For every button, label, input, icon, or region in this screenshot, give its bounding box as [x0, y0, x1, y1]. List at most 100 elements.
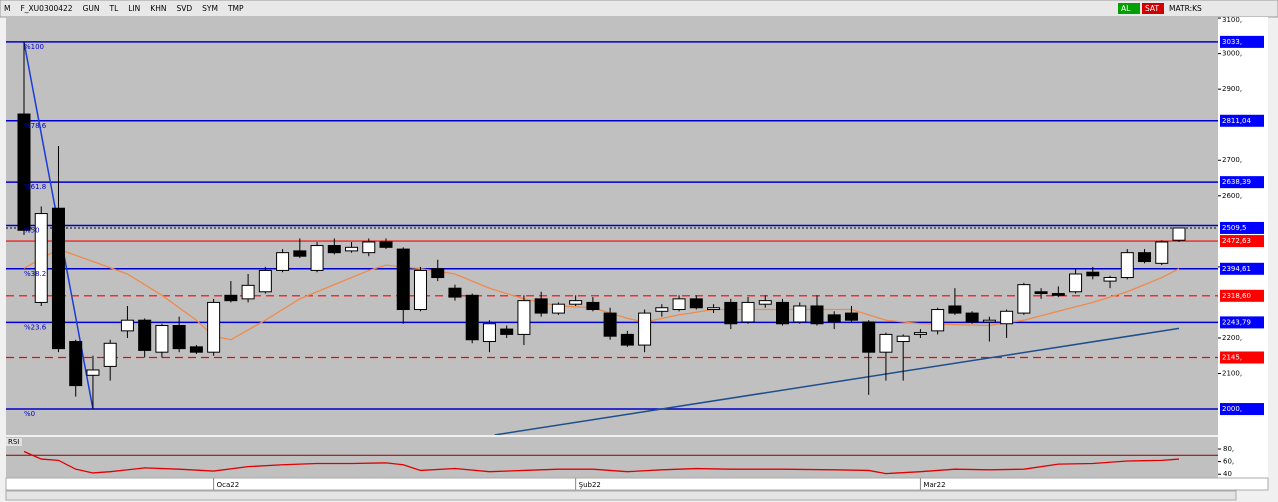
candle-body: [500, 328, 514, 335]
candle-body: [327, 245, 341, 254]
candle-body: [172, 325, 186, 350]
fib-label: %38.2: [24, 270, 46, 278]
date-bar: [5, 477, 1269, 491]
toolbar-button[interactable]: [1166, 3, 1222, 14]
candle-body: [413, 269, 427, 311]
toolbar-item[interactable]: KHN: [150, 4, 166, 13]
price-axis: [1218, 17, 1268, 478]
x-tick-label: Oca22: [217, 481, 240, 489]
candle-body: [138, 319, 152, 351]
fib-label: %100: [24, 43, 44, 51]
price-plot: [6, 41, 1218, 435]
candle-body: [517, 300, 531, 335]
fib-tag: [1220, 35, 1264, 48]
fib-tag-label: 2638,39: [1222, 178, 1251, 186]
candle-body: [603, 312, 617, 337]
candle-body: [276, 252, 290, 271]
candle-body: [1138, 252, 1152, 263]
candle-body: [879, 333, 893, 353]
fib-tag: [1220, 403, 1264, 416]
y-tick-label: 3100,: [1222, 16, 1242, 24]
candle-body: [51, 207, 65, 350]
candle-body: [913, 332, 927, 335]
y-tick-label: 2600,: [1222, 192, 1242, 200]
last-price-label: 2509,5: [1222, 224, 1247, 232]
fib-tag-label: 2243,79: [1222, 318, 1251, 326]
candle-body: [1120, 252, 1134, 279]
toolbar-item[interactable]: SVD: [176, 4, 192, 13]
toolbar-item[interactable]: LIN: [128, 4, 140, 13]
candle-body: [965, 312, 979, 323]
level-tag: [1220, 235, 1264, 248]
candle-body: [569, 300, 583, 305]
candle-body: [551, 303, 565, 314]
candle-body: [776, 301, 790, 325]
fib-label: %23.6: [24, 323, 47, 331]
candle-body: [86, 369, 100, 376]
last-price-tag: [1220, 221, 1264, 234]
fib-tag: [1220, 316, 1264, 329]
candle-body: [896, 335, 910, 343]
fib-tag-label: 3033,: [1222, 38, 1242, 46]
toolbar-button-label[interactable]: MATR:KS: [1169, 4, 1202, 13]
candle-body: [1051, 293, 1065, 296]
candle-body: [224, 294, 238, 302]
candle-body: [1034, 291, 1048, 295]
candle-body: [241, 284, 255, 300]
candle-body: [1017, 284, 1031, 314]
candle-body: [931, 309, 945, 332]
fib-label: %61.8: [24, 183, 46, 191]
y-tick-label: 2700,: [1222, 156, 1242, 164]
candle-body: [482, 323, 496, 343]
fib-tag: [1220, 262, 1264, 275]
toolbar-button[interactable]: [1142, 3, 1164, 14]
toolbar-button[interactable]: [1118, 3, 1140, 14]
candle-body: [655, 307, 669, 312]
candle-body: [758, 300, 772, 305]
candle-body: [17, 113, 31, 231]
candle-body: [431, 268, 445, 279]
level-tag-label: 2318,60: [1222, 292, 1251, 300]
level-tag-label: 2145,: [1222, 354, 1242, 362]
candle-body: [465, 294, 479, 341]
fib-tag: [1220, 114, 1264, 127]
fib-label: %0: [24, 410, 35, 418]
toolbar-item[interactable]: GUN: [83, 4, 100, 13]
candle-body: [982, 319, 996, 323]
toolbar-item[interactable]: TL: [109, 4, 120, 13]
candle-body: [707, 307, 721, 311]
y-tick-label: 2900,: [1222, 85, 1242, 93]
candle-body: [672, 298, 686, 311]
candle-body: [293, 250, 307, 257]
rsi-title-box: [6, 438, 22, 446]
candle-body: [741, 301, 755, 323]
candle-body: [258, 269, 272, 293]
candle-body: [120, 319, 134, 332]
toolbar-item[interactable]: TMP: [227, 4, 244, 13]
candle-body: [948, 305, 962, 314]
trendline: [494, 327, 1180, 435]
scrollbar[interactable]: [5, 490, 1237, 501]
y-tick-label: 3000,: [1222, 50, 1242, 58]
toolbar-button-label[interactable]: AL: [1121, 4, 1131, 13]
toolbar-item[interactable]: F_XU0300422: [20, 4, 72, 13]
rsi-line: [23, 450, 1180, 475]
toolbar-item[interactable]: M: [4, 4, 10, 13]
candle-body: [1000, 310, 1014, 325]
candle-body: [620, 333, 634, 346]
candle-body: [586, 301, 600, 311]
candle-body: [810, 305, 824, 325]
rsi-tick-label: 80,: [1223, 445, 1234, 453]
candle-body: [396, 248, 410, 311]
fib-tag-label: 2000,: [1222, 405, 1242, 413]
toolbar-button-label[interactable]: SAT: [1145, 4, 1159, 13]
candle-body: [1086, 271, 1100, 277]
fib-tag-label: 2811,04: [1222, 117, 1251, 125]
toolbar-item[interactable]: SYM: [202, 4, 218, 13]
level-tag-label: 2472,63: [1222, 237, 1251, 245]
candle-body: [189, 346, 203, 353]
candle-body: [827, 314, 841, 323]
rsi-pane: [6, 437, 1218, 478]
candle-body: [379, 241, 393, 248]
